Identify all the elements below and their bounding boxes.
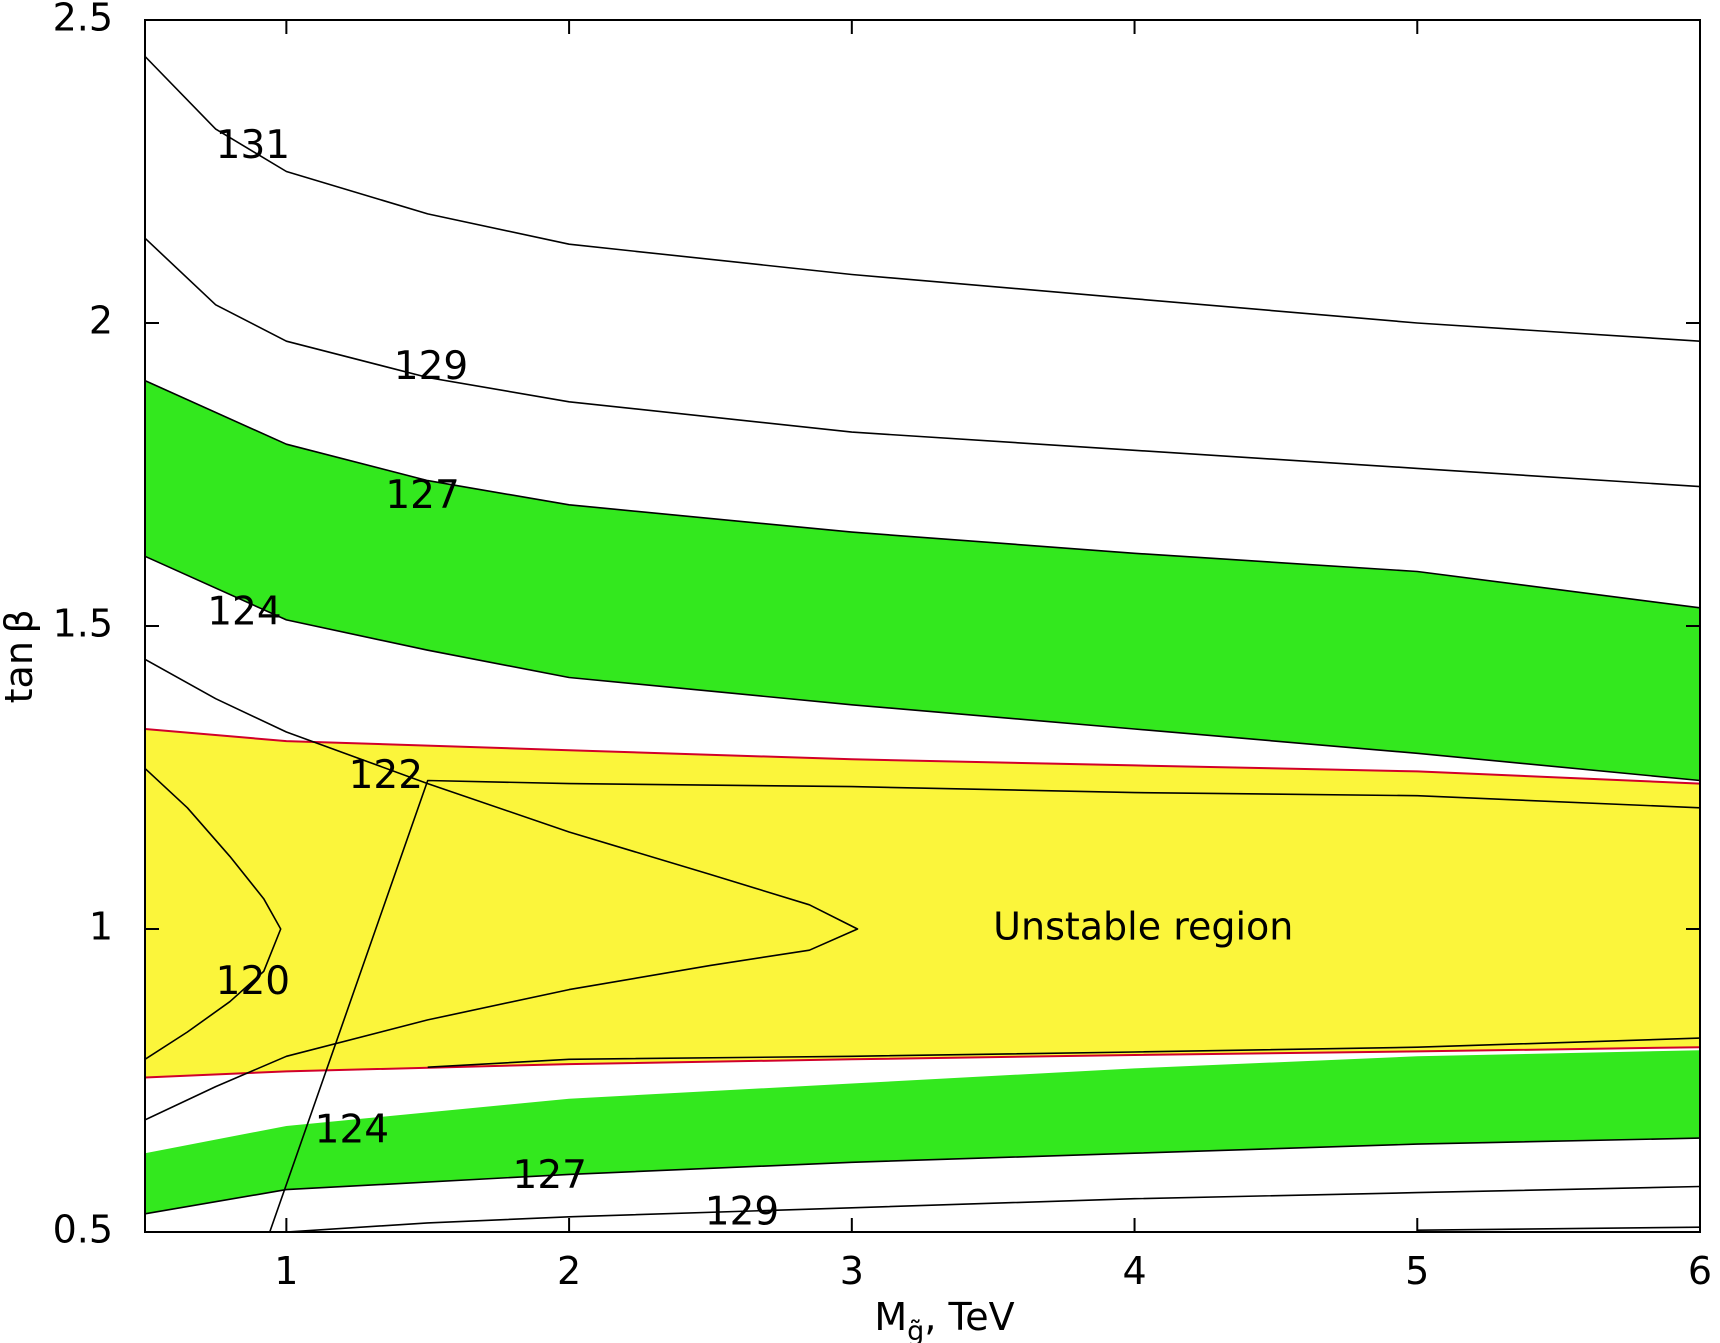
unstable-region-fill [145,729,1700,1078]
unstable-region-label: Unstable region [993,905,1293,949]
contour-lines [145,55,1700,1232]
contour-label-124-7: 124 [315,1108,389,1153]
unstable-region [145,728,1700,1079]
contour-line-129-2 [145,237,1700,488]
contour-line-131-1 [145,55,1700,342]
contour-label-127-8: 127 [513,1153,587,1198]
contour-label-127-3: 127 [385,473,459,518]
x-tick-label-4: 4 [1122,1249,1146,1293]
contour-label-124-4: 124 [207,589,281,634]
green-bands [145,380,1700,1214]
contour-label-131-1: 131 [216,123,290,168]
green-band-1 [145,380,1700,781]
stability-boundary-upper [145,728,1700,785]
contour-line-127-9 [145,1137,1700,1215]
y-axis-title: tan β [0,609,41,703]
contour-line-11 [1417,1226,1700,1231]
x-axis-title-unit: , TeV [924,1295,1014,1339]
y-tick-label-0.5: 0.5 [53,1208,113,1252]
contour-line-127-3 [145,379,1700,609]
axis-ticks: 1 2 3 4 5 6 0.5 1 1.5 2 2.5 [53,0,1713,1293]
y-tick-label-2.5: 2.5 [53,0,113,40]
x-axis-title: Mg̃, TeV [874,1295,1014,1343]
x-tick-label-1: 1 [274,1249,298,1293]
y-tick-label-1.5: 1.5 [53,602,113,646]
contour-line-122-5 [145,658,859,1121]
green-band-2 [145,1050,1700,1214]
contour-label-120-6: 120 [216,959,290,1004]
contour-label-129-2: 129 [394,344,468,389]
contour-labels: 131 129 127 124 122 120 124 127 129 [207,123,779,1235]
contour-line-124-4 [145,555,1700,782]
contour-line-120-6 [145,767,282,1060]
y-tick-label-2: 2 [89,299,113,343]
x-axis-title-main: M [874,1295,907,1339]
contour-label-122-5: 122 [349,753,423,798]
y-tick-label-1: 1 [89,905,113,949]
contour-label-129-9: 129 [705,1189,779,1234]
contour-line-7 [268,779,1700,1232]
stability-boundary-lower [145,1046,1700,1079]
contour-line-8 [427,1037,1700,1068]
x-tick-label-5: 5 [1405,1249,1429,1293]
x-axis-title-subscript: g̃ [907,1316,924,1343]
contour-line-129-10 [286,1185,1700,1232]
x-tick-label-2: 2 [557,1249,581,1293]
x-tick-label-3: 3 [840,1249,864,1293]
x-tick-label-6: 6 [1688,1249,1712,1293]
